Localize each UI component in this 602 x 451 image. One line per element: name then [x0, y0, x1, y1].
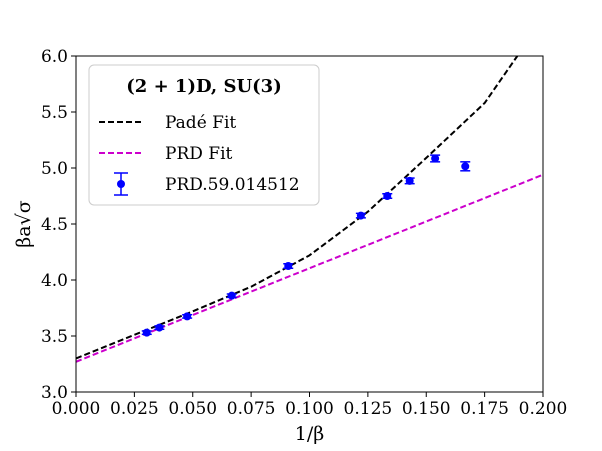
legend: (2 + 1)D, SU(3) Padé Fit PRD Fit PRD.59.014… — [88, 64, 320, 206]
data-point — [142, 328, 151, 337]
data-point — [356, 211, 365, 220]
plot-area — [76, 56, 543, 363]
data-point — [183, 312, 192, 321]
legend-entry-label: PRD Fit — [165, 144, 233, 164]
y-tick-label: 3.5 — [41, 327, 68, 347]
y-tick-label: 3.0 — [41, 383, 68, 403]
x-tick-label: 0.075 — [227, 399, 276, 419]
y-tick-label: 4.5 — [41, 215, 68, 235]
legend-title: (2 + 1)D, SU(3) — [126, 76, 281, 97]
x-tick-label: 0.125 — [344, 399, 393, 419]
x-tick-label: 0.200 — [519, 399, 568, 419]
y-tick-label: 4.0 — [41, 271, 68, 291]
y-tick-label: 5.5 — [41, 103, 68, 123]
axes: 0.000 0.025 0.050 0.075 0.100 0.125 0.150 0.175… — [13, 47, 567, 445]
x-tick-label: 0.100 — [285, 399, 334, 419]
data-point — [284, 262, 293, 270]
data-point — [431, 154, 440, 163]
x-tick-label: 0.050 — [168, 399, 217, 419]
legend-entry-label: Padé Fit — [165, 113, 236, 133]
series-line-prd-fit — [76, 173, 543, 363]
x-tick-label: 0.150 — [402, 399, 451, 419]
legend-marker-swatch — [117, 180, 125, 188]
y-tick-label: 5.0 — [41, 159, 68, 179]
x-axis-label: 1/β — [295, 423, 324, 445]
x-tick-label: 0.175 — [460, 399, 509, 419]
data-point — [405, 176, 414, 185]
data-point — [155, 323, 164, 332]
data-point — [383, 192, 392, 200]
x-tick-label: 0.025 — [110, 399, 159, 419]
legend-entry-label: PRD.59.014512 — [165, 175, 300, 195]
series-line-pad-fit — [76, 56, 519, 360]
series-group — [76, 56, 543, 363]
data-point — [227, 291, 236, 300]
x-tick-label: 0.000 — [52, 399, 101, 419]
legend-box — [88, 64, 320, 206]
y-tick-label: 6.0 — [41, 47, 68, 67]
y-axis-label: βa√σ — [13, 200, 35, 247]
data-point — [461, 162, 470, 171]
